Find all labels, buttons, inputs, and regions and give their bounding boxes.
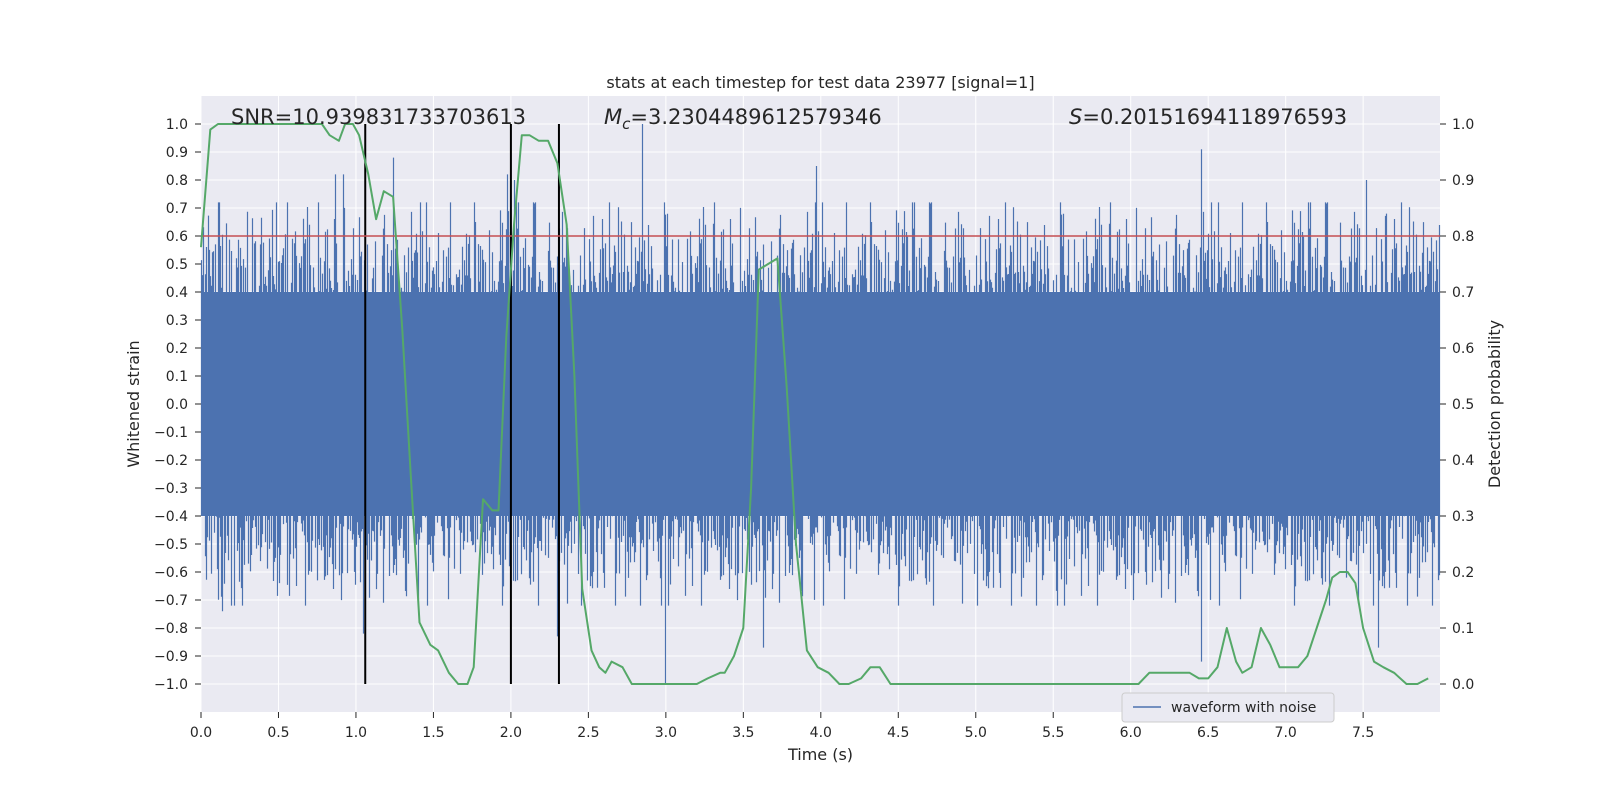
x-tick-label: 2.5 [577, 725, 599, 741]
y-tick-label: 0.9 [166, 145, 188, 161]
right-y-axis-ticks: 1.0 0.9 0.8 0.7 0.6 0.5 0.4 0.3 0.2 0.1 0.0 [1440, 117, 1474, 693]
y-tick-label: 0.2 [166, 341, 188, 357]
y-tick-label: −0.6 [154, 565, 188, 581]
right-y-tick-label: 1.0 [1452, 117, 1474, 133]
right-y-tick-label: 0.5 [1452, 397, 1474, 413]
y-axis-ticks: 1.0 0.9 0.8 0.7 0.6 0.5 0.4 0.3 0.2 0.1 0.0 −0.1 −0.… [154, 117, 201, 693]
right-y-tick-label: 0.8 [1452, 229, 1474, 245]
x-tick-label: 6.0 [1120, 725, 1142, 741]
y-tick-label: −0.7 [154, 593, 188, 609]
y-tick-label: −0.8 [154, 621, 188, 637]
x-tick-label: 6.5 [1197, 725, 1219, 741]
x-tick-label: 5.0 [965, 725, 987, 741]
x-axis-ticks: 0.0 0.5 1.0 1.5 2.0 2.5 3.0 3.5 4.0 4.5 5.0 5.5 6.0 6… [190, 712, 1374, 741]
y-tick-label: 0.3 [166, 313, 188, 329]
s-symbol: S [1069, 105, 1082, 129]
right-y-tick-label: 0.9 [1452, 173, 1474, 189]
x-tick-label: 5.5 [1042, 725, 1064, 741]
legend-label: waveform with noise [1171, 700, 1316, 716]
x-tick-label: 0.5 [267, 725, 289, 741]
y-axis-label: Whitened strain [124, 340, 143, 467]
right-y-tick-label: 0.6 [1452, 341, 1474, 357]
y-tick-label: 0.0 [166, 397, 188, 413]
s-value: =0.20151694118976593 [1082, 105, 1347, 129]
x-tick-label: 2.0 [500, 725, 522, 741]
y-tick-label: 1.0 [166, 117, 188, 133]
y-tick-label: −0.3 [154, 481, 188, 497]
chirp-mass-annotation: Mc=3.2304489612579346 [604, 105, 882, 133]
waveform-series [200, 124, 1441, 684]
waveform-line [200, 124, 1441, 684]
x-tick-label: 4.5 [887, 725, 909, 741]
probability-series [200, 123, 1429, 685]
event-lines [364, 124, 560, 684]
chart-title: stats at each timestep for test data 239… [606, 73, 1034, 92]
right-y-tick-label: 0.0 [1452, 677, 1474, 693]
x-tick-label: 3.0 [655, 725, 677, 741]
y-tick-label: 0.8 [166, 173, 188, 189]
y-tick-label: 0.6 [166, 229, 188, 245]
right-y-tick-label: 0.3 [1452, 509, 1474, 525]
y-tick-label: 0.1 [166, 369, 188, 385]
y-tick-label: −0.4 [154, 509, 188, 525]
x-tick-label: 0.0 [190, 725, 212, 741]
right-y-tick-label: 0.7 [1452, 285, 1474, 301]
right-y-tick-label: 0.4 [1452, 453, 1474, 469]
y-tick-label: −0.2 [154, 453, 188, 469]
chirp-mass-symbol: M [604, 105, 622, 129]
y-tick-label: −1.0 [154, 677, 188, 693]
right-y-tick-label: 0.1 [1452, 621, 1474, 637]
y-tick-label: −0.5 [154, 537, 188, 553]
chirp-mass-subscript: c [622, 115, 631, 133]
y-tick-label: 0.5 [166, 257, 188, 273]
x-tick-label: 7.5 [1352, 725, 1374, 741]
y-tick-label: 0.7 [166, 201, 188, 217]
right-y-tick-label: 0.2 [1452, 565, 1474, 581]
x-tick-label: 3.5 [732, 725, 754, 741]
x-axis-label: Time (s) [787, 745, 853, 764]
probability-line [200, 123, 1429, 685]
snr-annotation: SNR=10.939831733703613 [231, 105, 526, 129]
s-annotation: S=0.20151694118976593 [1069, 105, 1347, 129]
x-tick-label: 1.0 [345, 725, 367, 741]
legend: waveform with noise [1121, 692, 1335, 723]
legend-box [1121, 692, 1335, 723]
y-tick-label: −0.9 [154, 649, 188, 665]
x-tick-label: 4.0 [810, 725, 832, 741]
right-y-axis-label: Detection probability [1485, 320, 1504, 488]
y-tick-label: −0.1 [154, 425, 188, 441]
y-tick-label: 0.4 [166, 285, 188, 301]
x-tick-label: 1.5 [422, 725, 444, 741]
chirp-mass-value: =3.2304489612579346 [630, 105, 881, 129]
x-tick-label: 7.0 [1275, 725, 1297, 741]
